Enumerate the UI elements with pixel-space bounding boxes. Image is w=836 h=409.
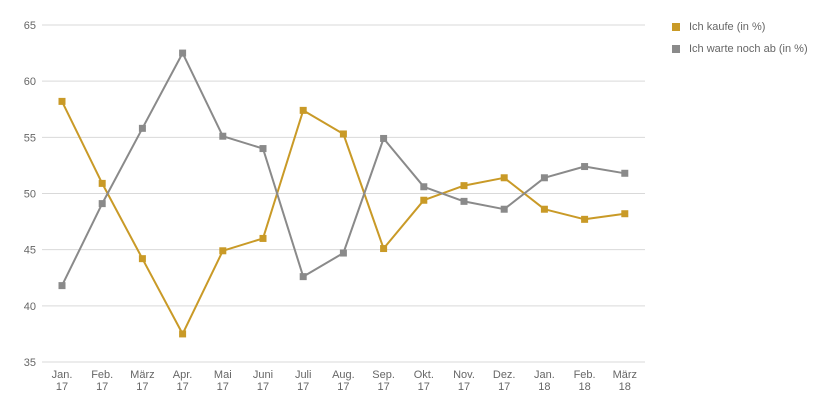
legend-label: Ich warte noch ab (in %) <box>689 43 808 55</box>
legend-label: Ich kaufe (in %) <box>689 21 766 33</box>
data-point[interactable] <box>98 179 106 187</box>
x-tick-label: Sep. <box>372 369 395 381</box>
y-tick-label: 45 <box>24 245 36 257</box>
data-point[interactable] <box>500 205 508 213</box>
x-tick-label: Feb. <box>574 369 596 381</box>
data-point[interactable] <box>219 247 227 255</box>
x-tick-label: Aug. <box>332 369 355 381</box>
x-tick-label-year: 17 <box>217 381 229 393</box>
x-tick-label: Juli <box>295 369 312 381</box>
data-point[interactable] <box>500 174 508 182</box>
x-tick-label-year: 17 <box>176 381 188 393</box>
series-ich-kaufe <box>58 97 629 338</box>
series-ich-warte-noch-ab <box>58 49 629 290</box>
y-tick-label: 40 <box>24 301 36 313</box>
x-tick-label-year: 17 <box>418 381 430 393</box>
x-tick-label: Apr. <box>173 369 193 381</box>
data-point[interactable] <box>621 169 629 177</box>
data-point[interactable] <box>621 210 629 218</box>
data-point[interactable] <box>540 205 548 213</box>
data-point[interactable] <box>58 282 66 290</box>
data-point[interactable] <box>339 249 347 257</box>
data-point[interactable] <box>339 130 347 138</box>
data-point[interactable] <box>58 97 66 105</box>
legend-item-ich-warte-noch-ab[interactable]: Ich warte noch ab (in %) <box>672 38 808 60</box>
x-tick-label-year: 17 <box>136 381 148 393</box>
x-tick-label-year: 17 <box>458 381 470 393</box>
x-tick-label: Nov. <box>453 369 475 381</box>
data-point[interactable] <box>138 124 146 132</box>
x-tick-label: Feb. <box>91 369 113 381</box>
legend-item-ich-kaufe[interactable]: Ich kaufe (in %) <box>672 16 808 38</box>
data-point[interactable] <box>380 245 388 253</box>
x-tick-label-year: 17 <box>56 381 68 393</box>
x-tick-label-year: 17 <box>257 381 269 393</box>
y-tick-label: 65 <box>24 20 36 32</box>
x-tick-label: März <box>130 369 154 381</box>
x-tick-label-year: 17 <box>96 381 108 393</box>
x-tick-label: Juni <box>253 369 273 381</box>
x-tick-label: Jan. <box>534 369 555 381</box>
y-axis: 35 40 45 50 55 60 65 <box>24 20 36 369</box>
data-point[interactable] <box>179 49 187 57</box>
x-tick-label: März <box>613 369 637 381</box>
data-point[interactable] <box>380 134 388 142</box>
data-point[interactable] <box>540 174 548 182</box>
x-tick-label-year: 17 <box>297 381 309 393</box>
legend-swatch-icon <box>672 23 680 31</box>
x-tick-label-year: 17 <box>337 381 349 393</box>
x-axis: Jan.17Feb.17März17Apr.17Mai17Juni17Juli1… <box>52 369 637 393</box>
data-point[interactable] <box>581 163 589 171</box>
data-point[interactable] <box>259 234 267 242</box>
y-tick-label: 35 <box>24 357 36 369</box>
x-tick-label-year: 17 <box>498 381 510 393</box>
y-tick-label: 50 <box>24 189 36 201</box>
gridlines <box>42 24 645 363</box>
x-tick-label: Jan. <box>52 369 73 381</box>
x-tick-label-year: 18 <box>538 381 550 393</box>
data-point[interactable] <box>420 196 428 204</box>
x-tick-label: Dez. <box>493 369 516 381</box>
legend-swatch-icon <box>672 45 680 53</box>
data-point[interactable] <box>259 145 267 153</box>
x-tick-label-year: 18 <box>578 381 590 393</box>
data-point[interactable] <box>98 200 106 208</box>
data-point[interactable] <box>138 255 146 263</box>
data-point[interactable] <box>581 215 589 223</box>
data-point[interactable] <box>460 197 468 205</box>
data-point[interactable] <box>179 330 187 338</box>
y-tick-label: 55 <box>24 132 36 144</box>
x-tick-label-year: 17 <box>377 381 389 393</box>
data-point[interactable] <box>219 132 227 140</box>
x-tick-label: Okt. <box>414 369 434 381</box>
y-tick-label: 60 <box>24 76 36 88</box>
data-point[interactable] <box>460 182 468 190</box>
data-point[interactable] <box>420 183 428 191</box>
x-tick-label-year: 18 <box>619 381 631 393</box>
x-tick-label: Mai <box>214 369 232 381</box>
legend: Ich kaufe (in %) Ich warte noch ab (in %… <box>672 16 808 60</box>
series-lines <box>58 49 629 338</box>
data-point[interactable] <box>299 273 307 281</box>
data-point[interactable] <box>299 106 307 114</box>
